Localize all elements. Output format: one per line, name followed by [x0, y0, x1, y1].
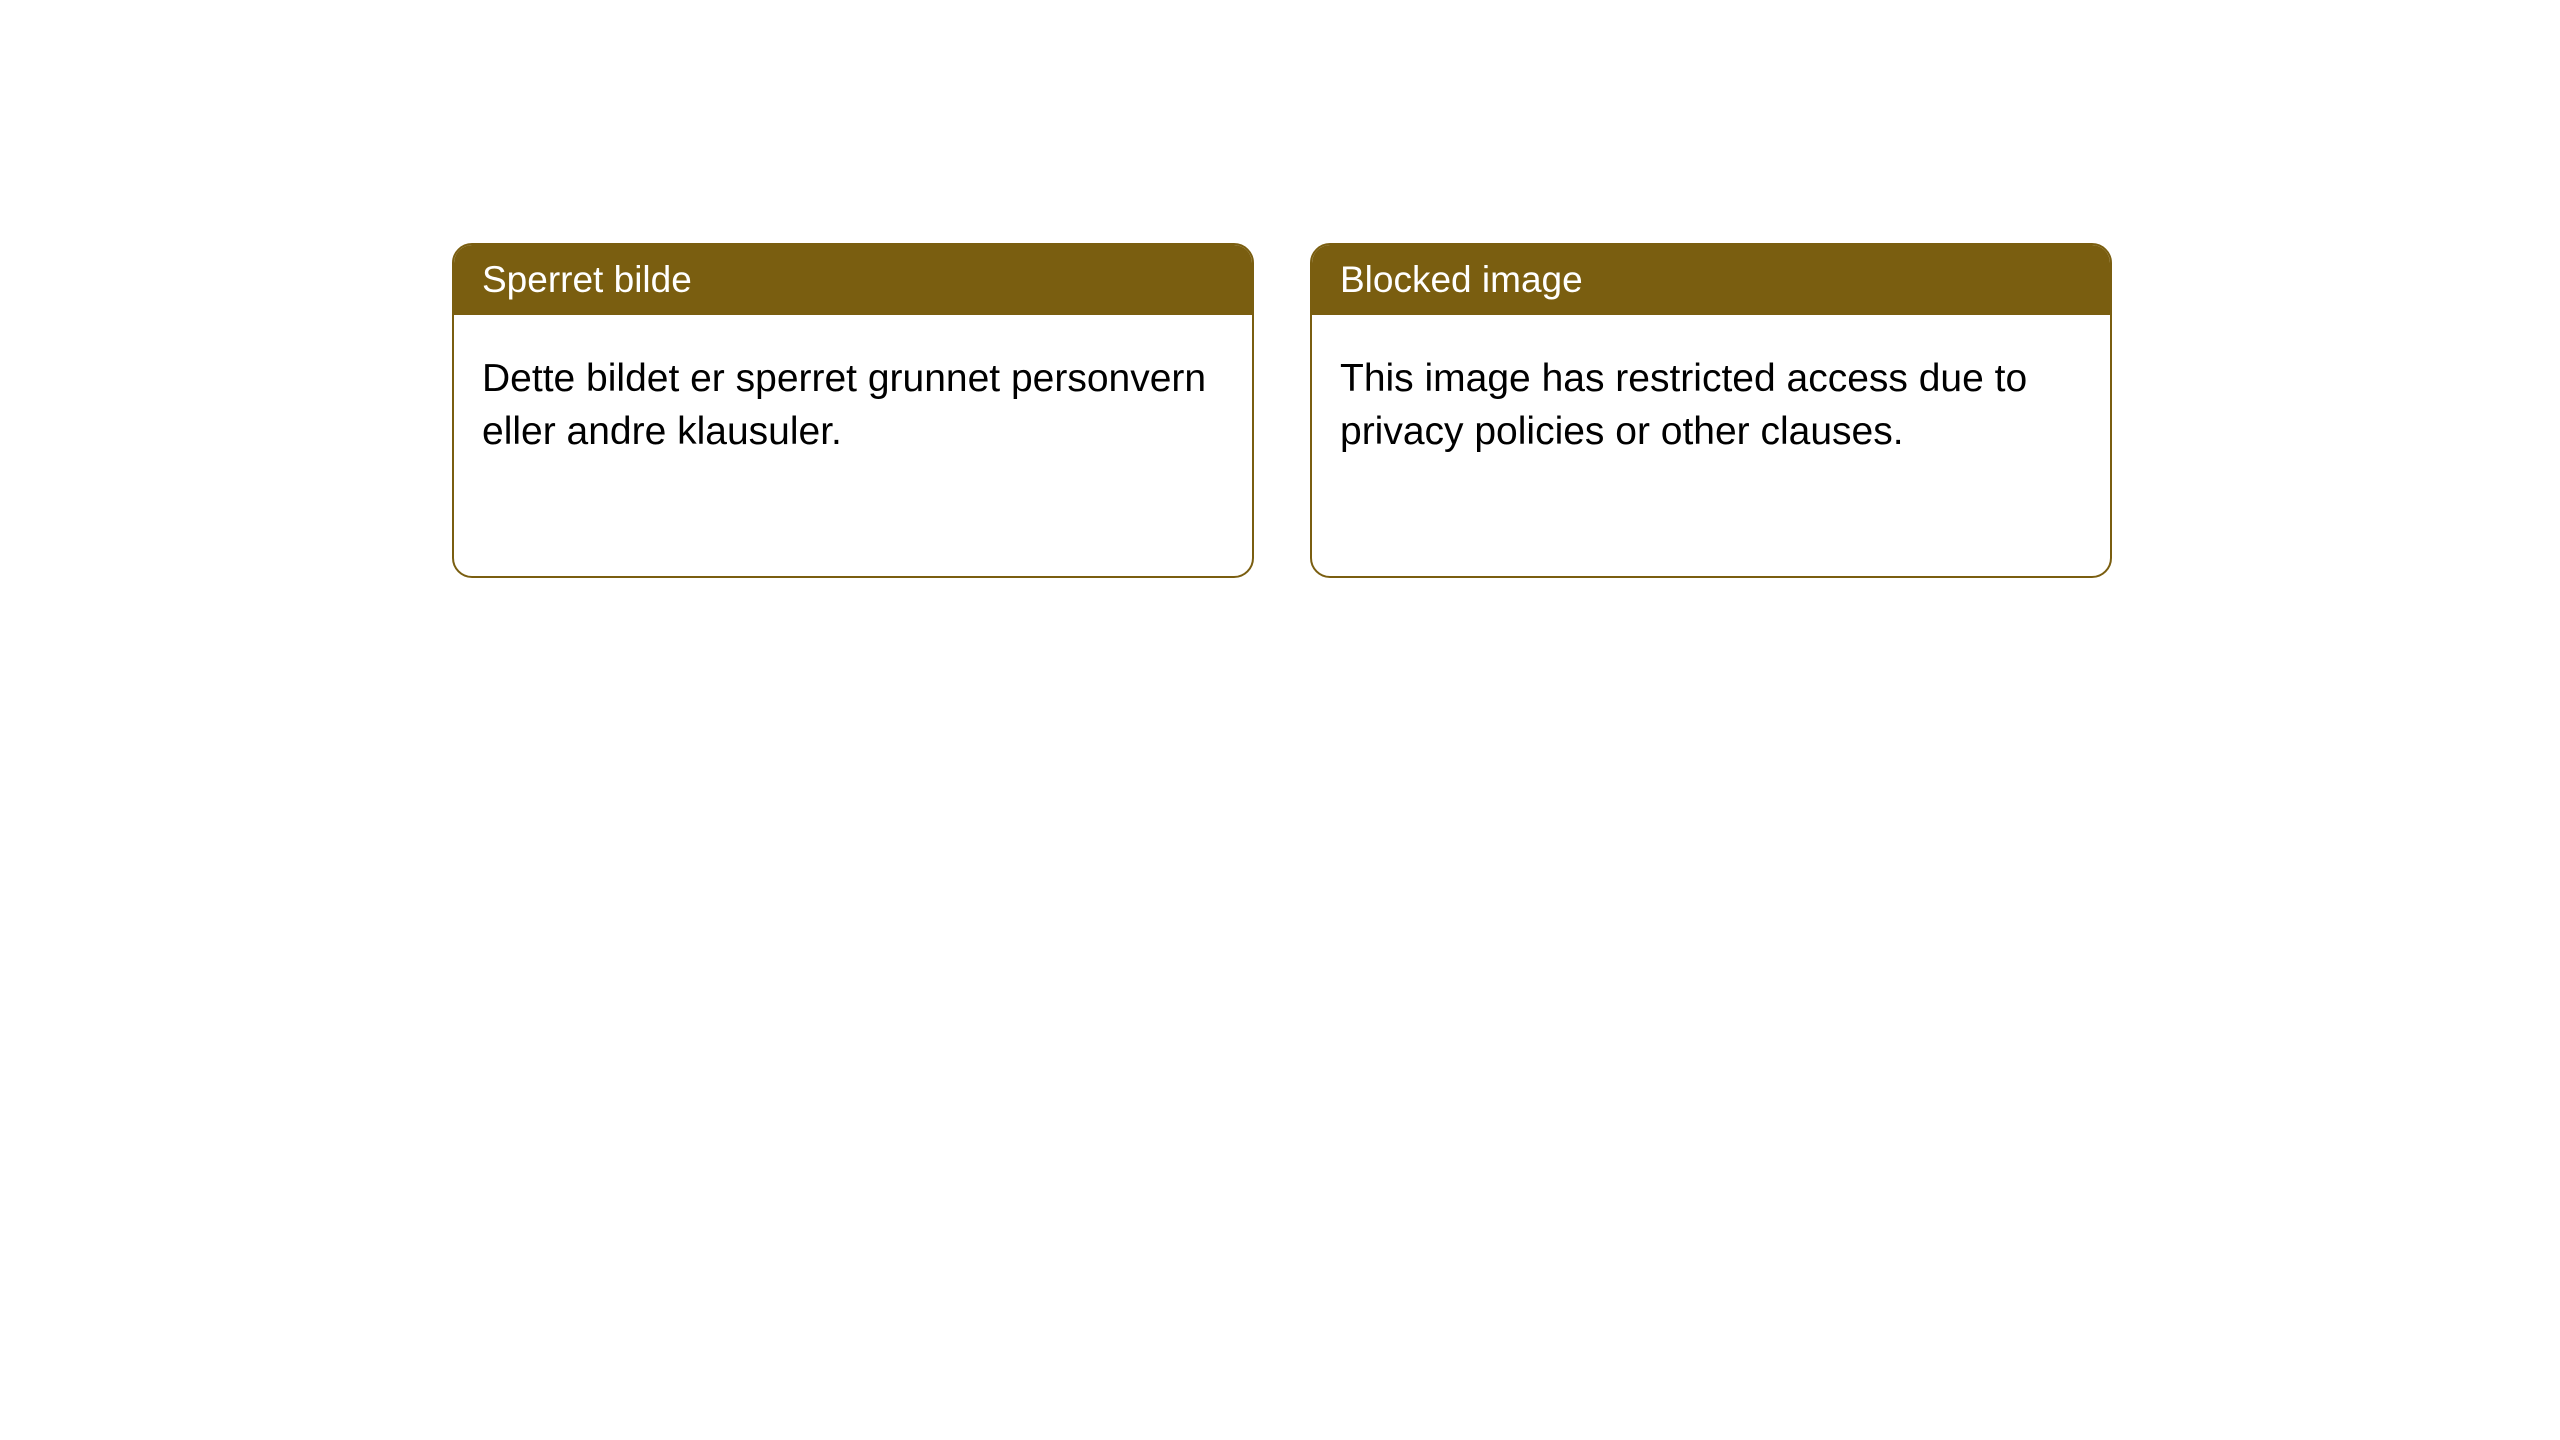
- blocked-image-card-en: Blocked image This image has restricted …: [1310, 243, 2112, 578]
- card-body: This image has restricted access due to …: [1312, 315, 2110, 496]
- cards-container: Sperret bilde Dette bildet er sperret gr…: [0, 0, 2560, 578]
- card-body: Dette bildet er sperret grunnet personve…: [454, 315, 1252, 496]
- card-header: Sperret bilde: [454, 245, 1252, 315]
- blocked-image-card-no: Sperret bilde Dette bildet er sperret gr…: [452, 243, 1254, 578]
- card-header: Blocked image: [1312, 245, 2110, 315]
